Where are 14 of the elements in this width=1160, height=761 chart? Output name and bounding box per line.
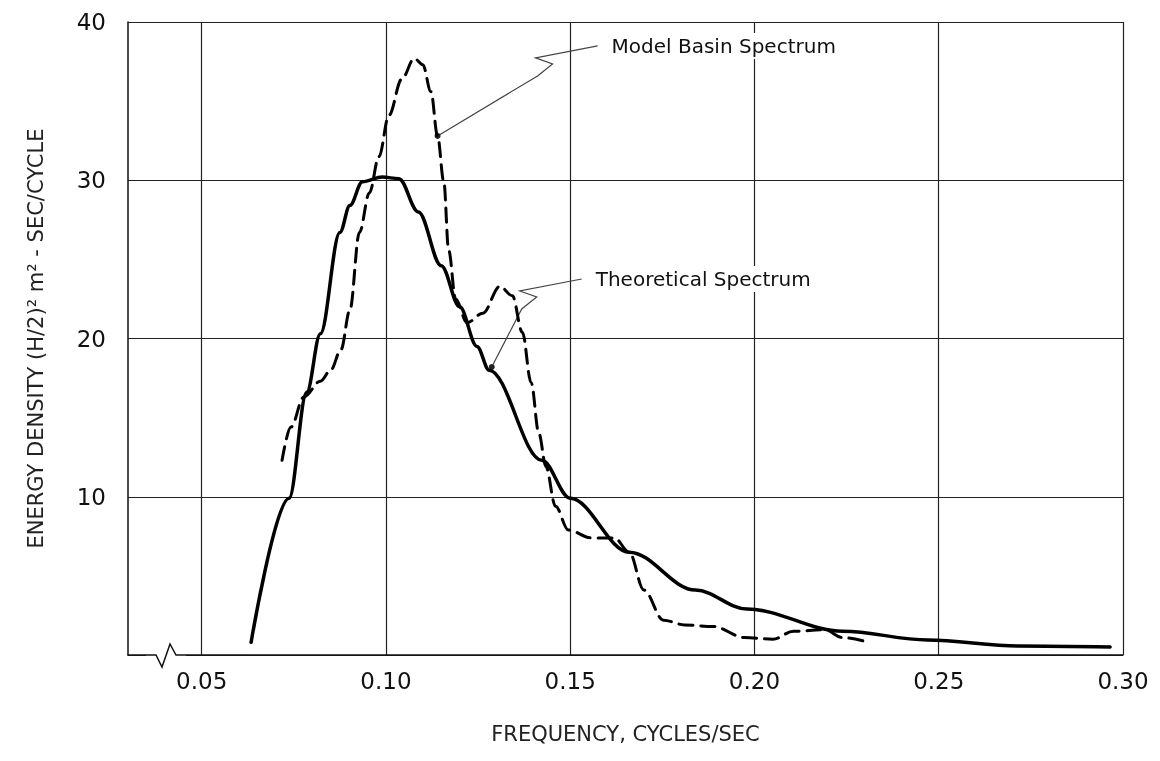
- y-axis-title: ENERGY DENSITY (H/2)² m² - SEC/CYCLE: [23, 128, 48, 549]
- y-tick-label: 10: [76, 483, 106, 510]
- x-tick-label: 0.20: [728, 667, 781, 694]
- x-tick-label: 0.30: [1097, 667, 1149, 694]
- y-tick-label: 20: [76, 325, 106, 352]
- x-axis-title: FREQUENCY, CYCLES/SEC: [491, 721, 760, 746]
- x-tick-label: 0.15: [544, 667, 596, 694]
- x-tick-label: 0.10: [360, 667, 412, 694]
- x-tick-label: 0.05: [176, 667, 228, 694]
- annotation: Model Basin Spectrum: [611, 33, 836, 58]
- annotation: Theoretical Spectrum: [594, 266, 811, 291]
- x-tick-label: 0.25: [913, 667, 965, 694]
- y-tick-label: 40: [76, 9, 106, 35]
- y-tick-label: 30: [76, 167, 106, 194]
